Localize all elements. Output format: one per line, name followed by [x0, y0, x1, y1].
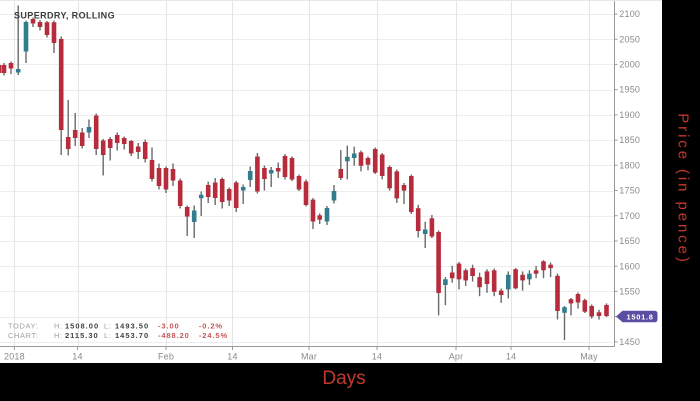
- svg-text:L:: L:: [104, 322, 111, 331]
- svg-text:1700: 1700: [619, 211, 640, 221]
- svg-text:-488.20: -488.20: [158, 331, 190, 340]
- svg-text:-24.5%: -24.5%: [199, 331, 228, 340]
- svg-text:1453.70: 1453.70: [115, 331, 149, 340]
- svg-text:2100: 2100: [619, 9, 640, 19]
- svg-text:Mar: Mar: [301, 352, 317, 362]
- svg-text:1450: 1450: [619, 337, 640, 347]
- svg-text:2018: 2018: [4, 352, 25, 362]
- svg-text:H:: H:: [54, 331, 63, 340]
- svg-text:Feb: Feb: [158, 352, 174, 362]
- svg-text:14: 14: [72, 352, 82, 362]
- svg-text:1750: 1750: [619, 186, 640, 196]
- svg-text:-0.2%: -0.2%: [199, 322, 223, 331]
- svg-text:2115.30: 2115.30: [65, 331, 99, 340]
- svg-text:SUPERDRY, ROLLING: SUPERDRY, ROLLING: [14, 11, 115, 21]
- svg-text:1650: 1650: [619, 236, 640, 246]
- svg-text:1950: 1950: [619, 85, 640, 95]
- svg-text:1800: 1800: [619, 160, 640, 170]
- svg-text:1600: 1600: [619, 261, 640, 271]
- svg-text:-3.00: -3.00: [158, 322, 180, 331]
- svg-text:TODAY:: TODAY:: [8, 322, 38, 331]
- svg-text:May: May: [580, 352, 598, 362]
- svg-text:Apr: Apr: [449, 352, 464, 362]
- svg-text:1550: 1550: [619, 287, 640, 297]
- svg-text:1900: 1900: [619, 110, 640, 120]
- svg-text:L:: L:: [104, 331, 111, 340]
- svg-text:14: 14: [372, 352, 382, 362]
- svg-text:2000: 2000: [619, 60, 640, 70]
- svg-text:2050: 2050: [619, 34, 640, 44]
- svg-text:14: 14: [506, 352, 516, 362]
- svg-text:CHART:: CHART:: [8, 331, 39, 340]
- svg-text:1850: 1850: [619, 135, 640, 145]
- svg-text:H:: H:: [54, 322, 63, 331]
- svg-text:1508.00: 1508.00: [65, 322, 99, 331]
- svg-text:14: 14: [227, 352, 237, 362]
- svg-text:1493.50: 1493.50: [115, 322, 149, 331]
- svg-text:1501.8: 1501.8: [627, 312, 654, 321]
